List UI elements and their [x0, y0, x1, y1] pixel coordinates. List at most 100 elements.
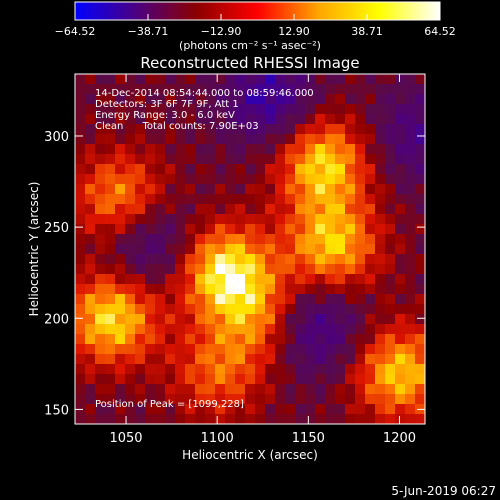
heatmap-cell [195, 254, 206, 265]
heatmap-cell [205, 274, 216, 285]
heatmap-cell [165, 194, 176, 205]
colorbar-tick-label: −64.52 [55, 25, 96, 38]
heatmap-cell [105, 174, 116, 185]
heatmap-cell [85, 374, 96, 385]
heatmap-cell [85, 364, 96, 375]
heatmap-cell [405, 294, 416, 305]
heatmap-cell [405, 384, 416, 395]
heatmap-cell [105, 234, 116, 245]
heatmap-cell [75, 204, 86, 215]
heatmap-cell [85, 414, 96, 425]
heatmap-cell [315, 194, 326, 205]
heatmap-cell [195, 224, 206, 235]
heatmap-cell [405, 214, 416, 225]
heatmap-cell [225, 154, 236, 165]
heatmap-cell [295, 114, 306, 125]
heatmap-cell [195, 334, 206, 345]
heatmap-cell [285, 244, 296, 255]
heatmap-cell [85, 314, 96, 325]
heatmap-cell [165, 224, 176, 235]
heatmap-cell [275, 374, 286, 385]
heatmap-cell [95, 204, 106, 215]
heatmap-cell [115, 284, 126, 295]
heatmap-cell [265, 194, 276, 205]
info-annotation-line: 14-Dec-2014 08:54:44.000 to 08:59:46.000 [95, 88, 314, 99]
heatmap-cell [185, 144, 196, 155]
heatmap-cell [235, 414, 246, 425]
heatmap-cell [365, 374, 376, 385]
heatmap-cell [185, 204, 196, 215]
heatmap-cell [325, 124, 336, 135]
heatmap-cell [195, 184, 206, 195]
heatmap-cell [415, 104, 426, 115]
heatmap-cell [305, 234, 316, 245]
heatmap-cell [375, 114, 386, 125]
heatmap-cell [245, 184, 256, 195]
heatmap-cell [395, 314, 406, 325]
heatmap-cell [245, 224, 256, 235]
heatmap-cell [385, 354, 396, 365]
heatmap-cell [275, 204, 286, 215]
heatmap-cell [175, 284, 186, 295]
heatmap-cell [175, 414, 186, 425]
heatmap-cell [385, 314, 396, 325]
heatmap-cell [355, 344, 366, 355]
heatmap-cell [395, 304, 406, 315]
heatmap-cell [285, 374, 296, 385]
heatmap-cell [315, 214, 326, 225]
heatmap-cell [415, 314, 426, 325]
heatmap-cell [115, 344, 126, 355]
heatmap-cell [155, 124, 166, 135]
heatmap-cell [145, 184, 156, 195]
colorbar-tick-label: −38.71 [128, 25, 169, 38]
heatmap-cell [375, 84, 386, 95]
heatmap-cell [225, 74, 236, 85]
heatmap-cell [95, 224, 106, 235]
heatmap-cell [245, 384, 256, 395]
heatmap-cell [175, 74, 186, 85]
heatmap-cell [205, 214, 216, 225]
heatmap-cell [265, 354, 276, 365]
heatmap-cell [105, 394, 116, 405]
heatmap-cell [125, 264, 136, 275]
heatmap-cell [415, 194, 426, 205]
heatmap-cell [145, 274, 156, 285]
heatmap-cell [165, 94, 176, 105]
heatmap-cell [255, 94, 266, 105]
heatmap-cell [375, 284, 386, 295]
heatmap-cell [315, 154, 326, 165]
heatmap-cell [155, 234, 166, 245]
heatmap-cell [135, 194, 146, 205]
heatmap-cell [135, 184, 146, 195]
heatmap-cell [315, 134, 326, 145]
heatmap-cell [395, 174, 406, 185]
heatmap-cell [405, 114, 416, 125]
heatmap-cell [325, 204, 336, 215]
heatmap-cell [265, 74, 276, 85]
heatmap-cell [155, 304, 166, 315]
heatmap-cell [405, 374, 416, 385]
heatmap-cell [125, 114, 136, 125]
heatmap-cell [85, 394, 96, 405]
heatmap-cell [165, 84, 176, 95]
heatmap-cell [145, 234, 156, 245]
heatmap-cell [245, 264, 256, 275]
heatmap-cell [235, 294, 246, 305]
heatmap-cell [225, 224, 236, 235]
heatmap-cell [125, 94, 136, 105]
heatmap-cell [235, 384, 246, 395]
heatmap-cell [305, 114, 316, 125]
heatmap-cell [195, 284, 206, 295]
heatmap-cell [285, 234, 296, 245]
heatmap-cell [205, 174, 216, 185]
heatmap-cell [345, 114, 356, 125]
heatmap-cell [85, 134, 96, 145]
heatmap-cell [135, 364, 146, 375]
heatmap-cell [335, 414, 346, 425]
heatmap-cell [415, 184, 426, 195]
heatmap-cell [415, 134, 426, 145]
heatmap-cell [125, 364, 136, 375]
heatmap-cell [355, 294, 366, 305]
heatmap-cell [215, 194, 226, 205]
heatmap-cell [365, 114, 376, 125]
